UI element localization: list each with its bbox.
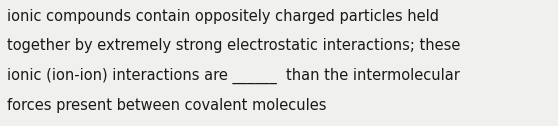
Text: together by extremely strong electrostatic interactions; these: together by extremely strong electrostat… — [7, 38, 460, 53]
Text: forces present between covalent molecules: forces present between covalent molecule… — [7, 98, 326, 113]
Text: ionic (ion-ion) interactions are ______  than the intermolecular: ionic (ion-ion) interactions are ______ … — [7, 68, 460, 84]
Text: ionic compounds contain oppositely charged particles held: ionic compounds contain oppositely charg… — [7, 9, 439, 24]
